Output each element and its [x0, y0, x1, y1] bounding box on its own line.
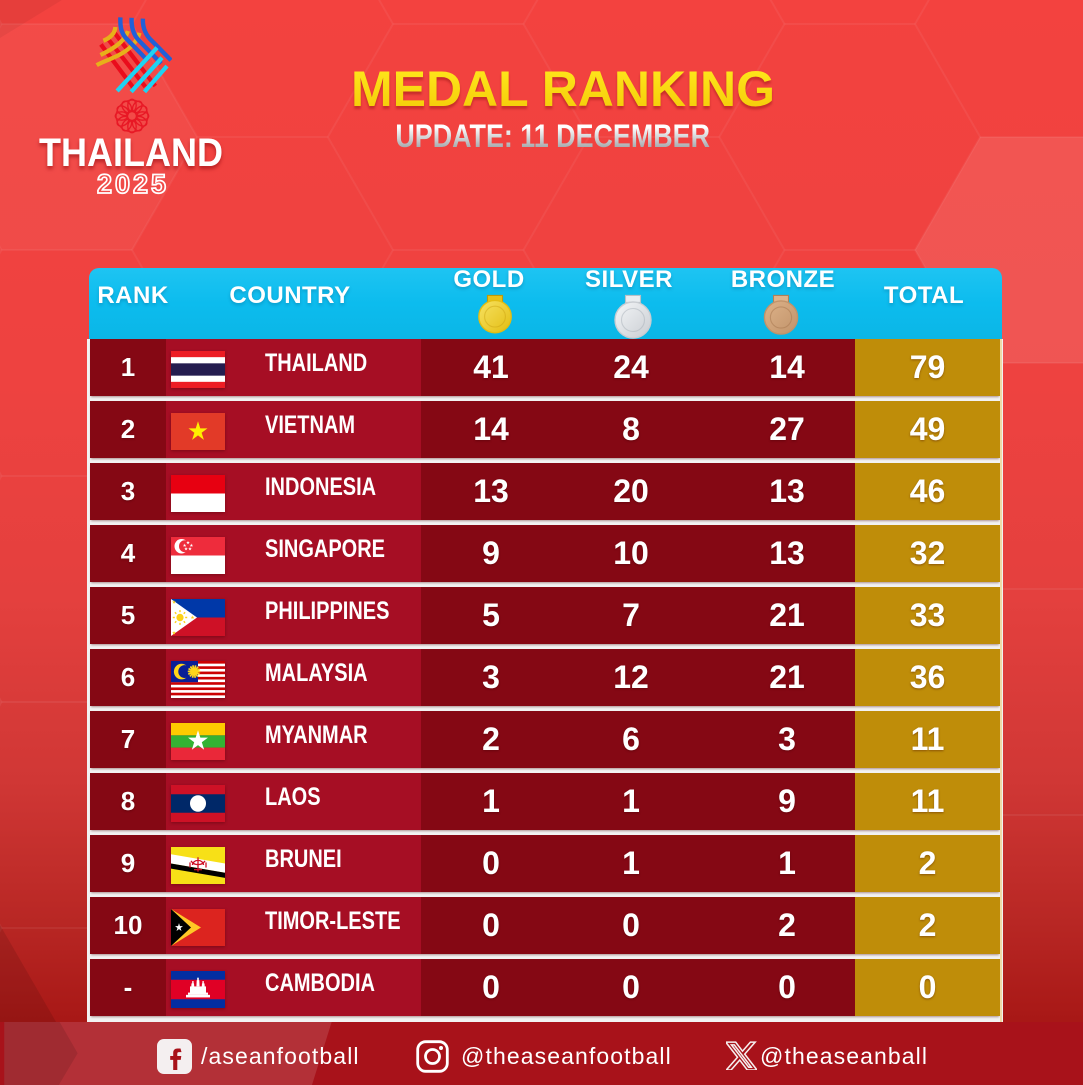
svg-text:2025: 2025 [97, 169, 169, 199]
